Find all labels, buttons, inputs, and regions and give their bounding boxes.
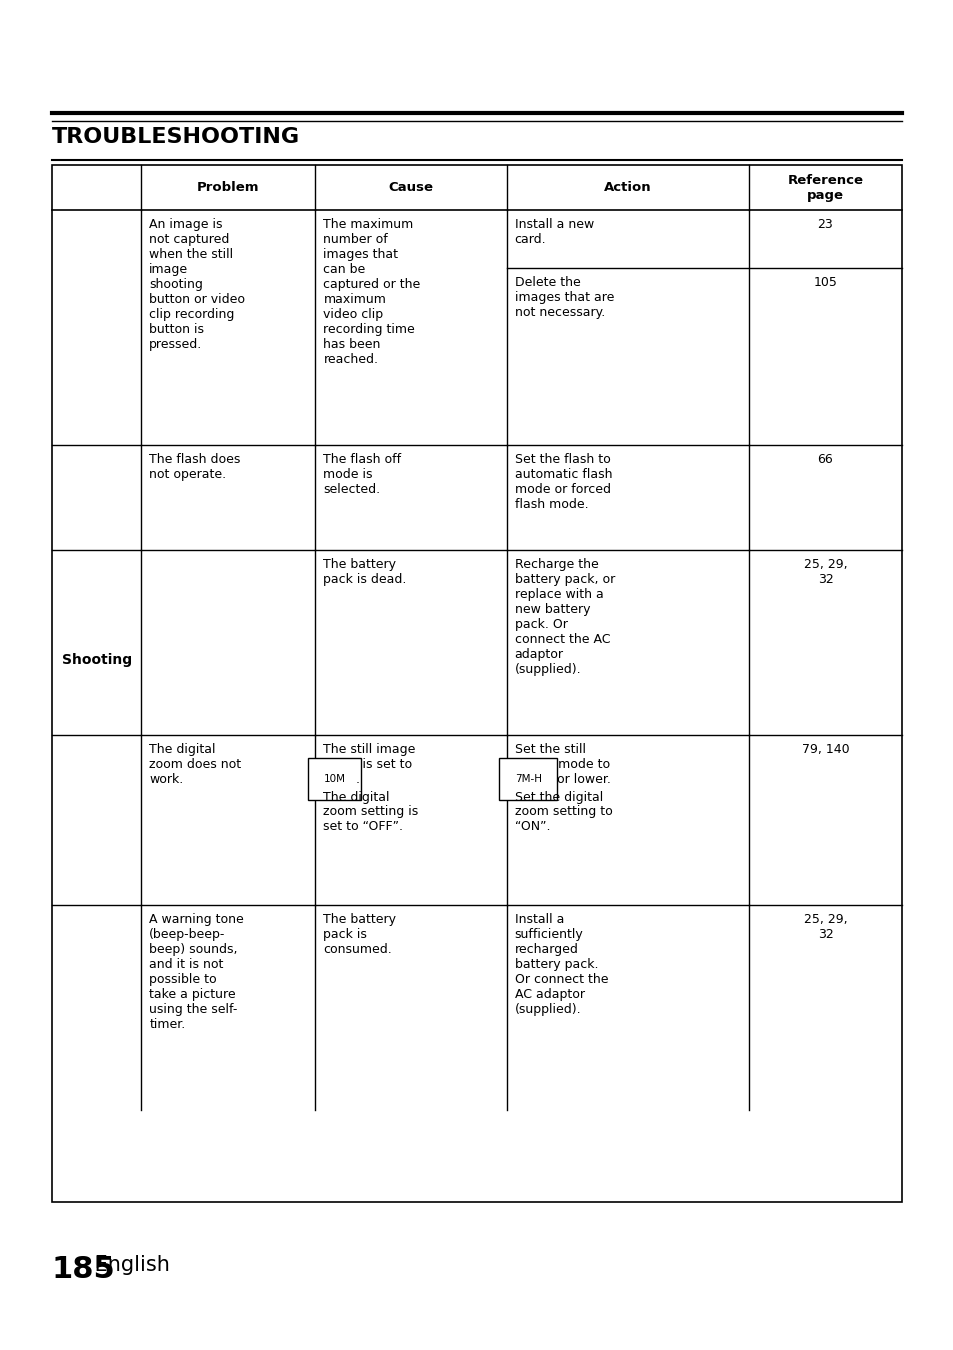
Text: Reference
page: Reference page [786,174,862,201]
Text: Install a
sufficiently
recharged
battery pack.
Or connect the
AC adaptor
(suppli: Install a sufficiently recharged battery… [515,913,608,1017]
Text: Delete the
images that are
not necessary.: Delete the images that are not necessary… [515,275,614,319]
Text: 10M: 10M [323,774,345,784]
Text: Shooting: Shooting [62,653,132,667]
Text: 25, 29,
32: 25, 29, 32 [802,913,846,941]
Text: 25, 29,
32: 25, 29, 32 [802,558,846,586]
Text: The digital
zoom setting is
set to “OFF”.: The digital zoom setting is set to “OFF”… [323,791,418,833]
Text: TROUBLESHOOTING: TROUBLESHOOTING [52,127,300,147]
Text: .: . [355,774,359,786]
Text: An image is
not captured
when the still
image
shooting
button or video
clip reco: An image is not captured when the still … [149,217,245,351]
Text: 23: 23 [817,217,833,231]
Text: Set the flash to
automatic flash
mode or forced
flash mode.: Set the flash to automatic flash mode or… [515,454,612,512]
Text: The still image
mode is set to: The still image mode is set to [323,743,416,771]
Text: Recharge the
battery pack, or
replace with a
new battery
pack. Or
connect the AC: Recharge the battery pack, or replace wi… [515,558,615,676]
Text: Install a new
card.: Install a new card. [515,217,594,246]
Text: The digital
zoom does not
work.: The digital zoom does not work. [149,743,241,786]
Text: Problem: Problem [197,181,259,194]
Text: Cause: Cause [388,181,434,194]
Text: Set the still
image mode to: Set the still image mode to [515,743,609,771]
Text: The battery
pack is dead.: The battery pack is dead. [323,558,406,586]
Text: The battery
pack is
consumed.: The battery pack is consumed. [323,913,396,956]
Text: or lower.: or lower. [552,774,610,786]
Text: 105: 105 [813,275,837,289]
Text: 7M‑H: 7M‑H [515,774,541,784]
Bar [52,165,901,1202]
Text: English: English [88,1256,170,1274]
Text: 185: 185 [52,1256,115,1284]
Text: 66: 66 [817,454,833,466]
Text: A warning tone
(beep-beep-
beep) sounds,
and it is not
possible to
take a pictur: A warning tone (beep-beep- beep) sounds,… [149,913,244,1031]
Text: The flash does
not operate.: The flash does not operate. [149,454,240,481]
Text: Set the digital
zoom setting to
“ON”.: Set the digital zoom setting to “ON”. [515,791,612,833]
Text: The maximum
number of
images that
can be
captured or the
maximum
video clip
reco: The maximum number of images that can be… [323,217,420,366]
Text: The flash off
mode is
selected.: The flash off mode is selected. [323,454,401,495]
Text: Action: Action [603,181,651,194]
Text: 79, 140: 79, 140 [801,743,848,756]
